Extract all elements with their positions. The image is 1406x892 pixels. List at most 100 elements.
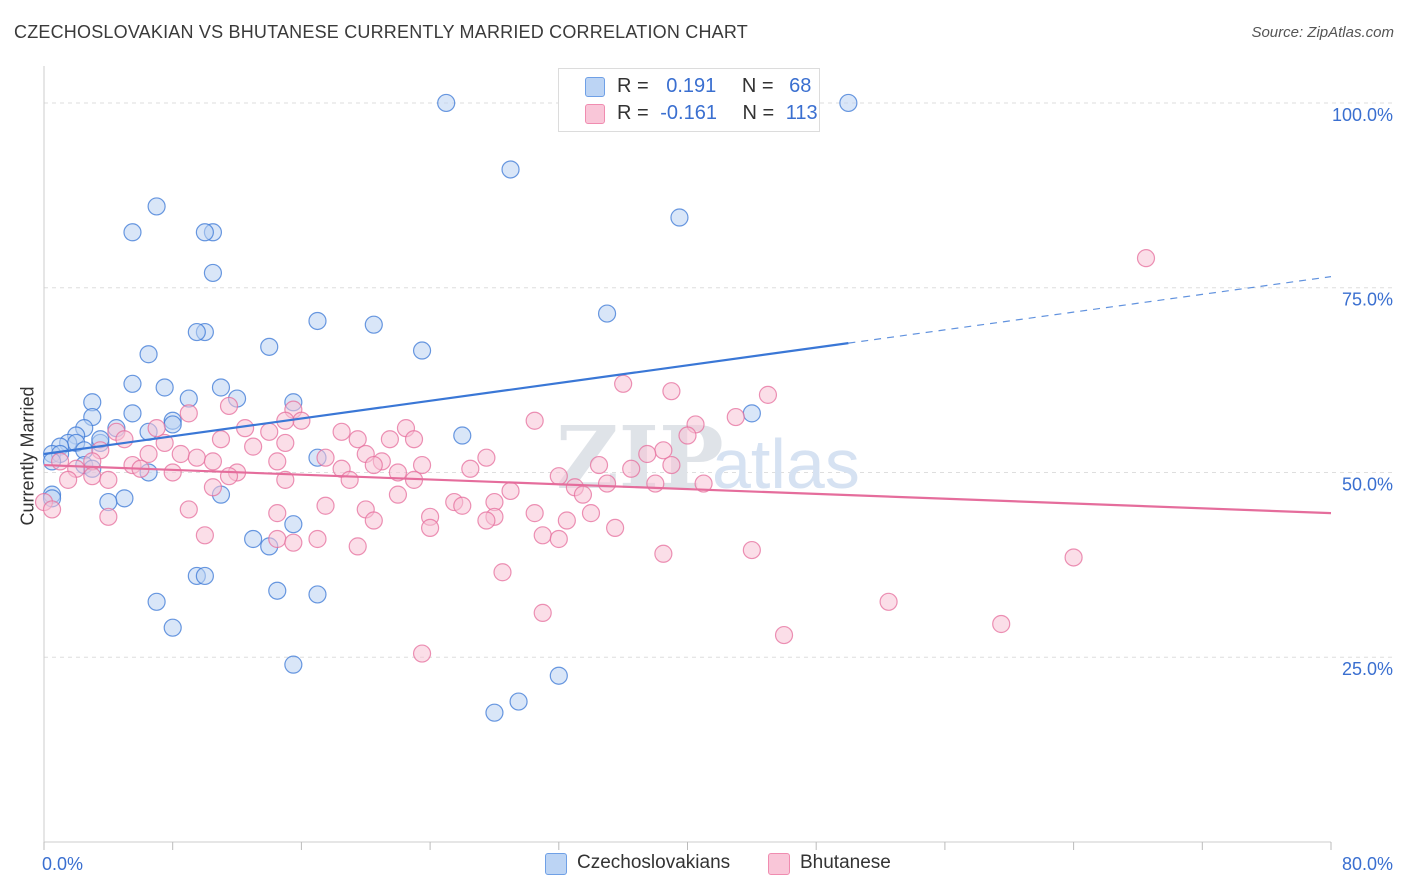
data-point	[694, 474, 713, 493]
data-point	[549, 529, 568, 549]
legend-r-label: R =	[617, 75, 649, 97]
data-point	[412, 341, 432, 360]
legend-n-label: N =	[742, 102, 775, 124]
data-point	[525, 504, 544, 523]
data-point	[147, 592, 166, 611]
data-point	[597, 304, 617, 323]
data-point	[195, 526, 214, 545]
chart-title: CZECHOSLOVAKIAN VS BHUTANESE CURRENTLY M…	[14, 22, 748, 42]
data-point	[670, 208, 689, 227]
data-point	[348, 537, 367, 556]
data-point	[308, 311, 327, 331]
legend-r-value-bhutanese: -0.161	[660, 102, 717, 124]
data-point	[123, 223, 142, 242]
data-point	[380, 430, 399, 449]
x-tick-labels: 0.0% 80.0%	[42, 854, 1393, 874]
data-point	[123, 374, 142, 393]
data-point	[308, 585, 327, 604]
data-point	[638, 444, 657, 464]
data-point	[678, 426, 697, 445]
data-point	[187, 322, 206, 342]
data-point	[525, 411, 544, 430]
data-point	[244, 437, 263, 456]
data-point	[742, 540, 761, 560]
data-point	[477, 511, 496, 530]
data-point	[549, 666, 568, 685]
legend-n-value-czechoslovakians: 68	[789, 75, 812, 97]
data-point	[123, 404, 142, 423]
data-point	[292, 411, 311, 430]
bhutanese-points	[34, 249, 1156, 663]
data-point	[211, 378, 231, 397]
data-point	[147, 419, 166, 438]
data-point	[171, 444, 190, 464]
data-point	[59, 470, 78, 489]
data-point	[388, 485, 408, 504]
data-point	[163, 618, 182, 637]
data-point	[646, 474, 665, 493]
data-point	[115, 489, 134, 508]
data-point	[493, 563, 512, 582]
data-point	[42, 500, 62, 519]
series-label-czechoslovakians: Czechoslovakians	[577, 852, 731, 873]
legend-swatch-bhutanese	[585, 104, 605, 124]
y-tick-label: 100.0%	[1332, 105, 1393, 125]
data-point	[316, 496, 335, 515]
data-point	[404, 430, 424, 449]
data-point	[332, 422, 351, 441]
data-point	[203, 478, 223, 497]
data-point	[268, 529, 287, 549]
series-swatch-bhutanese	[768, 853, 790, 875]
data-point	[388, 463, 408, 482]
data-point	[219, 467, 239, 486]
legend-swatch-czechoslovakians	[585, 77, 605, 97]
data-point	[992, 614, 1011, 634]
x-tick-label: 0.0%	[42, 854, 83, 874]
data-point	[50, 452, 70, 471]
data-point	[557, 511, 576, 530]
legend-r-label: R =	[617, 102, 649, 124]
data-point	[276, 470, 295, 489]
data-point	[606, 518, 625, 538]
data-point	[139, 444, 158, 464]
data-point	[614, 374, 633, 393]
data-point	[477, 448, 496, 467]
data-point	[662, 455, 681, 475]
data-point	[203, 263, 223, 283]
data-point	[549, 467, 568, 486]
y-tick-label: 25.0%	[1342, 659, 1393, 679]
trend-line	[43, 463, 1332, 515]
data-point	[211, 430, 231, 449]
data-point	[139, 345, 158, 364]
data-point	[742, 404, 761, 423]
data-point	[573, 485, 593, 504]
data-point	[316, 448, 335, 467]
data-point	[501, 160, 520, 179]
data-point	[1136, 249, 1156, 268]
correlation-legend: R = 0.191 N = 68 R = -0.161 N = 113	[558, 68, 820, 132]
data-point	[276, 433, 295, 453]
data-point	[163, 415, 182, 434]
legend-n-label: N =	[741, 75, 774, 97]
data-point	[485, 703, 504, 722]
data-point	[260, 422, 279, 441]
series-swatch-czechoslovakians	[545, 853, 567, 875]
data-point	[195, 223, 214, 242]
data-point	[581, 504, 601, 523]
data-point	[412, 644, 432, 663]
data-point	[83, 467, 102, 486]
x-tick-label: 80.0%	[1342, 854, 1393, 874]
trend-lines	[43, 276, 1332, 515]
y-axis-label: Currently Married	[17, 386, 38, 526]
legend-r-value-czechoslovakians: 0.191	[666, 75, 717, 97]
data-point	[758, 385, 778, 404]
czechoslovakians-points	[42, 93, 858, 722]
data-point	[244, 529, 263, 549]
data-point	[453, 426, 472, 445]
data-point	[284, 655, 303, 674]
data-point	[163, 463, 182, 482]
data-point	[268, 452, 287, 471]
data-point	[284, 515, 303, 534]
data-point	[155, 378, 174, 397]
